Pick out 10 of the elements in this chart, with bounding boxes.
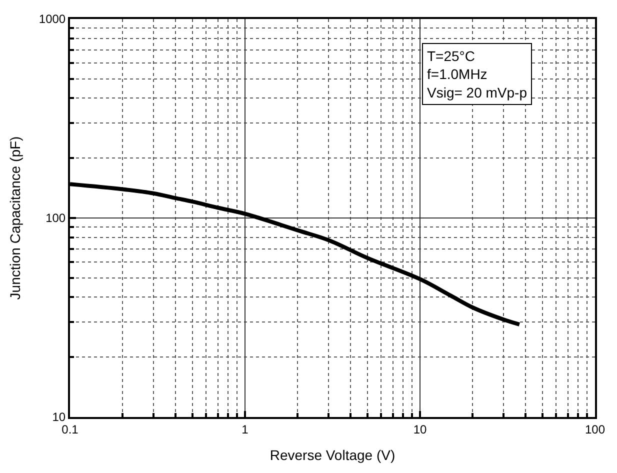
x-tick-label: 10 — [413, 422, 427, 436]
x-tick-label: 100 — [584, 422, 606, 436]
annotation: T=25°C f=1.0MHz Vsig= 20 mVp-p — [427, 48, 528, 100]
x-tick-label: 0.1 — [62, 422, 79, 436]
x-tick-label: 1 — [242, 422, 249, 436]
y-tick-label: 10 — [52, 410, 66, 424]
y-tick-label: 1000 — [38, 12, 66, 26]
y-tick-label: 100 — [46, 211, 66, 226]
x-axis-title: Reverse Voltage (V) — [270, 447, 396, 464]
y-axis-title: Junction Capacitance (pF) — [6, 136, 23, 300]
